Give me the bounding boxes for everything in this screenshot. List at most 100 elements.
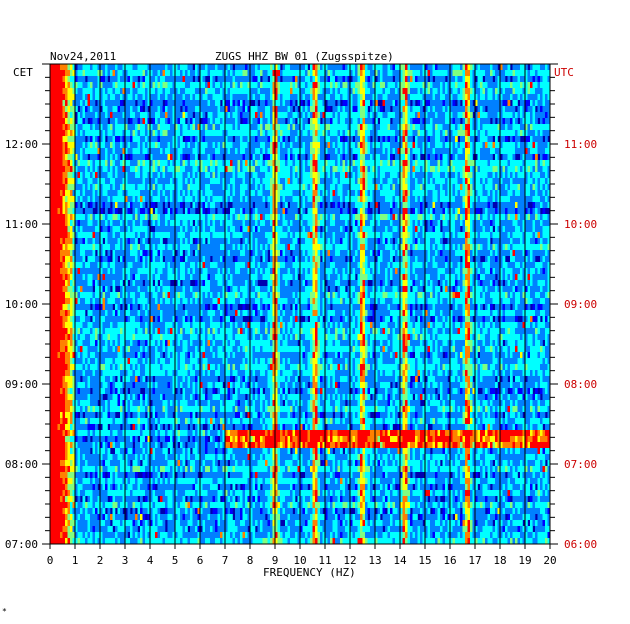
spectrogram-cell	[502, 100, 506, 106]
spectrogram-cell	[400, 202, 403, 208]
spectrogram-cell	[390, 166, 393, 172]
spectrogram-cell	[240, 196, 243, 202]
spectrogram-cell	[252, 94, 256, 100]
spectrogram-cell	[450, 88, 453, 94]
spectrogram-cell	[435, 130, 438, 136]
spectrogram-cell	[427, 130, 431, 136]
spectrogram-cell	[287, 70, 291, 76]
spectrogram-cell	[177, 112, 181, 118]
spectrogram-cell	[80, 136, 83, 142]
spectrogram-cell	[512, 88, 516, 94]
spectrogram-cell	[445, 166, 448, 172]
spectrogram-cell	[287, 172, 291, 178]
spectrogram-cell	[467, 112, 471, 118]
spectrogram-cell	[90, 70, 93, 76]
spectrogram-cell	[100, 160, 103, 166]
spectrogram-cell	[502, 190, 506, 196]
spectrogram-cell	[280, 208, 283, 214]
spectrogram-cell	[180, 82, 183, 88]
spectrogram-cell	[142, 178, 146, 184]
spectrogram-cell	[512, 82, 516, 88]
spectrogram-cell	[262, 196, 266, 202]
spectrogram-cell	[135, 214, 138, 220]
spectrogram-cell	[312, 94, 316, 100]
spectrogram-cell	[147, 196, 151, 202]
spectrogram-cell	[125, 82, 128, 88]
spectrogram-cell	[142, 94, 146, 100]
spectrogram-cell	[527, 190, 531, 196]
spectrogram-cell	[445, 106, 448, 112]
spectrogram-cell	[345, 82, 348, 88]
spectrogram-cell	[145, 94, 148, 100]
spectrogram-cell	[285, 208, 288, 214]
spectrogram-cell	[270, 166, 273, 172]
spectrogram-cell	[362, 112, 366, 118]
spectrogram-cell	[75, 214, 78, 220]
spectrogram-cell	[177, 148, 181, 154]
spectrogram-cell	[72, 118, 76, 124]
spectrogram-cell	[307, 70, 311, 76]
spectrogram-cell	[202, 160, 206, 166]
spectrogram-cell	[450, 202, 453, 208]
spectrogram-cell	[190, 166, 193, 172]
spectrogram-cell	[70, 202, 73, 208]
spectrogram-cell	[527, 178, 531, 184]
spectrogram-cell	[412, 106, 416, 112]
spectrogram-cell	[287, 88, 291, 94]
spectrogram-cell	[300, 64, 303, 70]
spectrogram-cell	[130, 118, 133, 124]
spectrogram-cell	[55, 208, 58, 214]
spectrogram-cell	[107, 172, 111, 178]
spectrogram-cell	[232, 124, 236, 130]
spectrogram-cell	[370, 88, 373, 94]
spectrogram-cell	[210, 214, 213, 220]
spectrogram-cell	[472, 142, 476, 148]
spectrogram-cell	[117, 214, 121, 220]
spectrogram-cell	[435, 76, 438, 82]
spectrogram-cell	[147, 142, 151, 148]
spectrogram-cell	[347, 190, 351, 196]
spectrogram-cell	[410, 202, 413, 208]
spectrogram-cell	[537, 202, 541, 208]
spectrogram-cell	[435, 190, 438, 196]
spectrogram-cell	[185, 124, 188, 130]
spectrogram-cell	[155, 178, 158, 184]
spectrogram-cell	[222, 172, 226, 178]
spectrogram-cell	[187, 160, 191, 166]
spectrogram-cell	[65, 88, 68, 94]
spectrogram-cell	[80, 94, 83, 100]
spectrogram-cell	[522, 190, 526, 196]
spectrogram-cell	[107, 130, 111, 136]
spectrogram-cell	[120, 160, 123, 166]
spectrogram-cell	[72, 124, 76, 130]
spectrogram-cell	[152, 112, 156, 118]
spectrogram-cell	[90, 88, 93, 94]
spectrogram-cell	[460, 106, 463, 112]
spectrogram-cell	[85, 166, 88, 172]
spectrogram-cell	[355, 64, 358, 70]
spectrogram-cell	[500, 82, 503, 88]
spectrogram-cell	[417, 82, 421, 88]
spectrogram-cell	[222, 214, 226, 220]
spectrogram-cell	[137, 136, 141, 142]
spectrogram-cell	[380, 124, 383, 130]
spectrogram-cell	[85, 148, 88, 154]
spectrogram-cell	[195, 214, 198, 220]
spectrogram-cell	[492, 70, 496, 76]
spectrogram-cell	[335, 70, 338, 76]
spectrogram-cell	[100, 196, 103, 202]
spectrogram-cell	[80, 130, 83, 136]
spectrogram-cell	[110, 214, 113, 220]
spectrogram-cell	[485, 160, 488, 166]
spectrogram-cell	[465, 100, 468, 106]
spectrogram-cell	[385, 154, 388, 160]
spectrogram-cell	[472, 64, 476, 70]
spectrogram-cell	[465, 184, 468, 190]
spectrogram-cell	[150, 130, 153, 136]
spectrogram-cell	[150, 94, 153, 100]
spectrogram-cell	[172, 172, 176, 178]
spectrogram-cell	[487, 64, 491, 70]
spectrogram-cell	[432, 88, 436, 94]
spectrogram-cell	[72, 178, 76, 184]
spectrogram-cell	[412, 76, 416, 82]
